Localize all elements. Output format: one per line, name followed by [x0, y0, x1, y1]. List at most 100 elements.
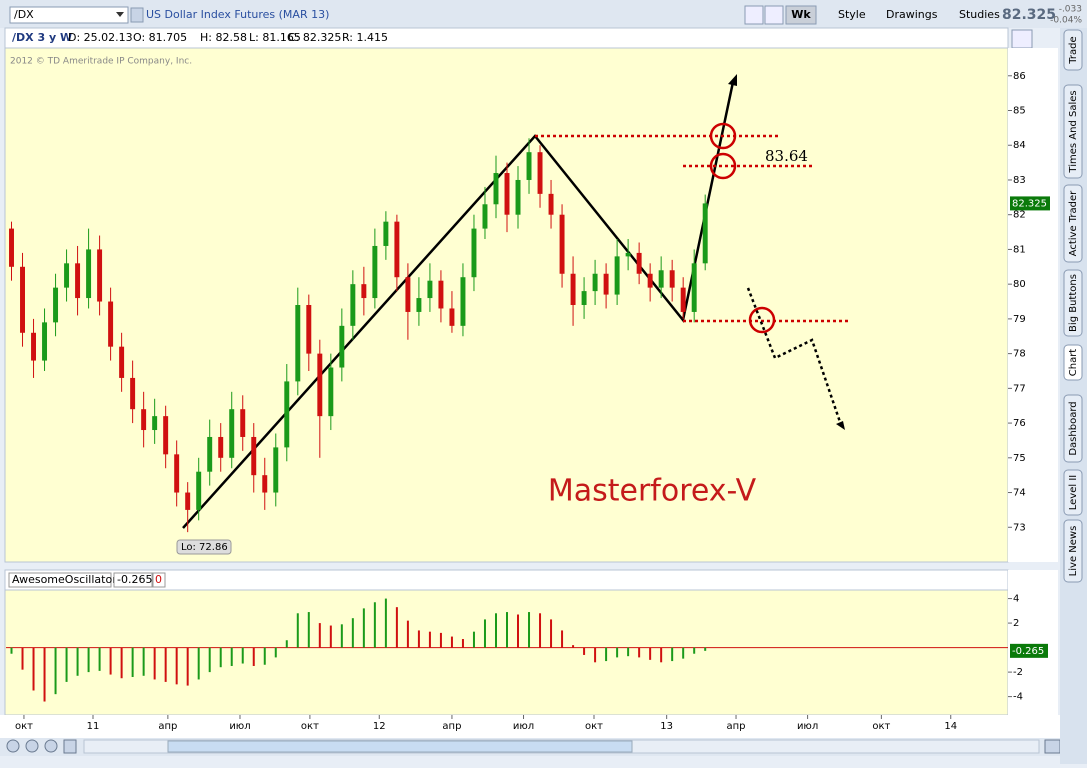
side-tab[interactable] — [1063, 344, 1083, 381]
candle-body — [526, 152, 532, 180]
candle-body — [427, 280, 433, 299]
candle-body — [680, 287, 686, 312]
side-tab[interactable] — [1063, 184, 1083, 263]
study-zero: 0 — [155, 573, 162, 586]
candle-body — [196, 471, 202, 510]
y-tick-label: 4 — [1013, 594, 1019, 605]
tools-icon[interactable] — [744, 5, 764, 25]
candle-body — [658, 270, 664, 288]
x-tick-label: июл — [229, 721, 250, 732]
candle-body — [361, 284, 367, 299]
candle-body — [471, 228, 477, 278]
candle-body — [438, 280, 444, 309]
button-label[interactable]: Studies — [959, 8, 1000, 21]
y-tick-label: 85 — [1013, 106, 1026, 117]
button-label[interactable]: Drawings — [886, 8, 938, 21]
candle-body — [548, 193, 554, 215]
expand-button[interactable] — [1044, 739, 1061, 754]
y-tick-label: 79 — [1013, 314, 1026, 325]
zoom-in-button[interactable] — [25, 739, 39, 753]
x-tick-label: июл — [797, 721, 818, 732]
candle-body — [405, 277, 411, 312]
price-axis — [1008, 48, 1058, 562]
candle-body — [273, 447, 279, 493]
oscillator-axis — [1008, 570, 1058, 715]
candle-body — [108, 301, 114, 347]
y-tick-label: 81 — [1013, 244, 1026, 255]
change-pct: -0.04% — [1050, 16, 1082, 26]
x-axis — [0, 715, 1060, 739]
symbol-box[interactable] — [9, 6, 129, 24]
zoom-out-button[interactable] — [44, 739, 58, 753]
x-tick-label: окт — [15, 721, 33, 732]
copyright: 2012 © TD Ameritrade IP Company, Inc. — [10, 57, 192, 67]
candle-body — [625, 252, 631, 257]
change: -.033 — [1059, 5, 1082, 15]
candle-body — [449, 308, 455, 326]
info-label: /DX 3 y W — [12, 31, 72, 44]
candle-body — [614, 256, 620, 295]
scroll-thumb[interactable] — [167, 740, 633, 753]
y-tick-label: 82 — [1013, 210, 1026, 221]
level-label: 83.64 — [765, 147, 808, 165]
candle-body — [53, 287, 59, 323]
x-tick-label: окт — [585, 721, 603, 732]
study-value: -0.265 — [117, 573, 152, 586]
candle-body — [570, 273, 576, 305]
candle-body — [31, 332, 37, 361]
candle-body — [229, 409, 235, 458]
candle-body — [350, 284, 356, 326]
candle-body — [537, 152, 543, 194]
study-name: AwesomeOscillator — [12, 573, 117, 586]
link-icon[interactable] — [130, 7, 144, 23]
description: US Dollar Index Futures (MAR 13) — [146, 8, 329, 21]
button-label: Wk — [791, 8, 811, 21]
info-open: O: 81.705 — [133, 31, 187, 44]
dropdown[interactable] — [116, 12, 124, 17]
settings-icon[interactable] — [1011, 29, 1033, 49]
side-tab-label: Dashboard — [1068, 401, 1079, 455]
button[interactable] — [785, 5, 817, 25]
candle-body — [9, 228, 14, 267]
button-label[interactable]: Style — [838, 8, 866, 21]
x-tick-label: 12 — [373, 721, 386, 732]
low-label: Lo: 72.86 — [181, 542, 228, 553]
candle-body — [42, 322, 48, 361]
candle-body — [581, 291, 587, 305]
y-tick-label: 78 — [1013, 349, 1026, 360]
side-tab[interactable] — [1063, 84, 1083, 179]
candle-body — [240, 409, 246, 437]
hand-button[interactable] — [63, 739, 77, 754]
last-value-box — [1010, 643, 1048, 658]
x-tick-label: 13 — [660, 721, 673, 732]
candle-body — [306, 305, 312, 354]
side-tab[interactable] — [1063, 519, 1083, 583]
y-tick-label: 80 — [1013, 279, 1026, 290]
candle-body — [339, 325, 345, 368]
pan-button[interactable] — [6, 739, 20, 753]
x-tick-label: апр — [727, 721, 746, 732]
candle-body — [383, 221, 389, 246]
x-tick-label: 11 — [87, 721, 100, 732]
y-tick-label: 86 — [1013, 71, 1026, 82]
candle-body — [559, 214, 565, 274]
candle-body — [592, 273, 598, 292]
side-tab[interactable] — [1063, 394, 1083, 463]
last-value-label: -0.265 — [1012, 646, 1044, 657]
candle-body — [372, 245, 378, 299]
candle-body — [152, 416, 158, 431]
candle-body — [218, 436, 224, 458]
side-tab[interactable] — [1063, 469, 1083, 516]
x-tick-label: окт — [872, 721, 890, 732]
candle-body — [702, 203, 708, 264]
side-tab[interactable] — [1063, 29, 1083, 71]
side-tab[interactable] — [1063, 269, 1083, 337]
y-tick-label: 83 — [1013, 175, 1026, 186]
side-tab-label: Live News — [1068, 526, 1079, 577]
candle-body — [284, 381, 290, 448]
candle-body — [119, 346, 125, 378]
y-tick-label: 73 — [1013, 522, 1026, 533]
candle-body — [207, 436, 213, 472]
tools-icon[interactable] — [764, 5, 784, 25]
study-name-box[interactable] — [8, 572, 112, 588]
